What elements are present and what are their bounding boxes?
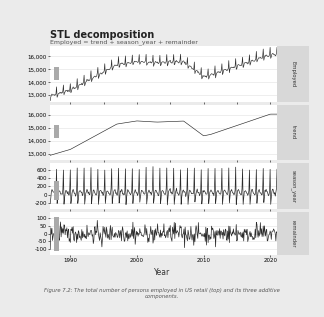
Text: Employed = trend + season_year + remainder: Employed = trend + season_year + remaind…	[50, 39, 198, 45]
Bar	[54, 181, 59, 200]
Text: remainder: remainder	[291, 220, 296, 248]
Text: STL decomposition: STL decomposition	[50, 29, 155, 40]
Bar	[54, 67, 59, 80]
Text: Employed: Employed	[291, 61, 296, 87]
Text: Year: Year	[154, 268, 170, 277]
Bar	[54, 126, 59, 139]
Bar	[54, 217, 59, 250]
Text: season_year: season_year	[291, 170, 296, 203]
Text: Figure 7.2: The total number of persons employed in US retail (top) and its thre: Figure 7.2: The total number of persons …	[44, 288, 280, 299]
Text: trend: trend	[291, 126, 296, 140]
